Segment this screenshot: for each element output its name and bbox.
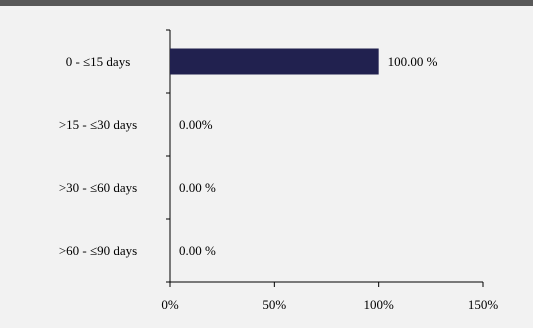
bar [170,48,379,75]
category-label: >60 - ≤90 days [59,243,137,258]
x-tick-label: 100% [363,297,394,312]
x-tick-label: 150% [468,297,499,312]
data-label: 100.00 % [388,54,438,69]
category-label: >15 - ≤30 days [59,117,137,132]
data-label: 0.00% [179,117,213,132]
plot-area: 0% 50% 100% 150% 0 - ≤15 days 100.00 % >15 - ≤… [59,29,499,312]
window-top-bar [0,0,533,6]
data-label: 0.00 % [179,180,216,195]
x-tick-label: 50% [262,297,286,312]
category-label: >30 - ≤60 days [59,180,137,195]
data-label: 0.00 % [179,243,216,258]
category-label: 0 - ≤15 days [66,54,131,69]
x-tick-label: 0% [161,297,179,312]
